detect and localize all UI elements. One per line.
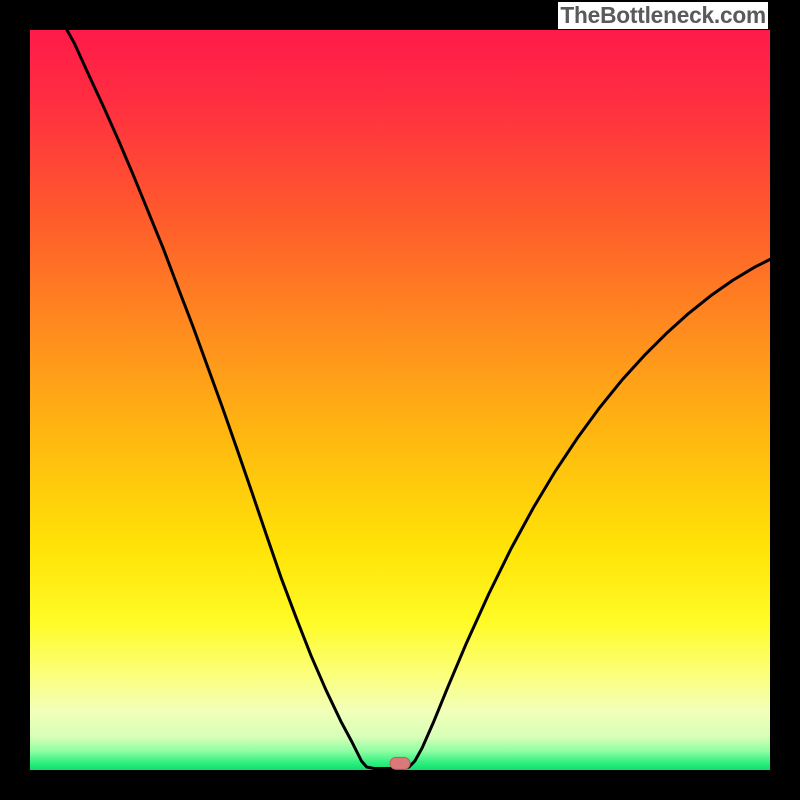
optimal-marker	[390, 757, 410, 769]
gradient-plot-area	[30, 30, 770, 770]
chart-container: TheBottleneck.com	[0, 0, 800, 800]
watermark-text: TheBottleneck.com	[558, 2, 768, 29]
bottleneck-chart	[0, 0, 800, 800]
